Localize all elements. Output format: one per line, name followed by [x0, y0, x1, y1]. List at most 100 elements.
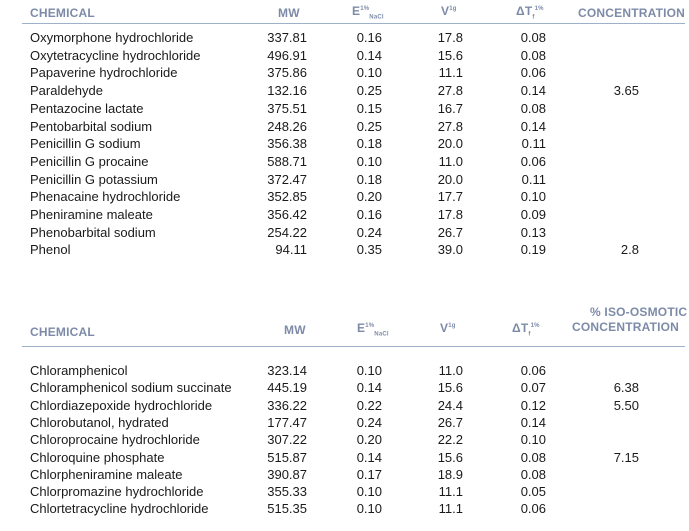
delta-t-value: 0.08 [520, 100, 546, 116]
mw-value: 515.87 [267, 449, 307, 465]
delta-t-value: 0.12 [520, 397, 546, 413]
chemical-name: Chlordiazepoxide hydrochloride [30, 397, 213, 413]
mw-value: 132.16 [267, 83, 307, 99]
e-nacl-value: 0.24 [356, 414, 382, 430]
delta-t-value: 0.11 [521, 171, 546, 187]
e-nacl-value: 0.14 [356, 449, 382, 465]
delta-t-value: 0.06 [520, 153, 546, 169]
e-nacl-value: 0.25 [356, 118, 382, 134]
chemical-name: Penicillin G potassium [30, 171, 158, 187]
chemical-name: Phenacaine hydrochloride [30, 189, 181, 205]
e-nacl-value: 0.16 [356, 207, 382, 222]
mw-value: 94.11 [275, 242, 307, 258]
header-v: V1g [440, 321, 456, 335]
v-value: 15.6 [437, 380, 463, 396]
v-value: 22.2 [437, 432, 463, 448]
mw-value: 375.86 [267, 65, 307, 81]
chemical-name: Penicillin G sodium [30, 136, 141, 152]
chemical-name: Papaverine hydrochloride [30, 65, 178, 81]
chemical-name: Penicillin G procaine [30, 153, 149, 169]
mw-value: 337.81 [267, 30, 307, 45]
v-value: 11.0 [438, 363, 463, 378]
table-row: Pentazocine lactate 375.51 0.15 16.7 0.08 [0, 100, 689, 117]
e-nacl-value: 0.10 [356, 363, 382, 378]
v-value: 27.8 [437, 118, 463, 134]
chemical-name: Chloroquine phosphate [30, 449, 165, 465]
delta-t-value: 0.13 [520, 224, 546, 240]
delta-t-value: 0.08 [520, 466, 546, 482]
table-row: Chlorpheniramine maleate 390.87 0.17 18.9 0.… [0, 466, 689, 483]
e-nacl-value: 0.24 [356, 224, 382, 240]
table-row: Penicillin G sodium 356.38 0.18 20.0 0.11 [0, 135, 689, 152]
chemical-name: Chloramphenicol sodium succinate [30, 380, 232, 396]
header-e-nacl: E1%NaCl [357, 321, 389, 338]
chemical-name: Chlorobutanol, hydrated [30, 414, 169, 430]
mw-value: 177.47 [267, 414, 307, 430]
table-row: Chloroquine phosphate 515.87 0.14 15.6 0.08 7… [0, 449, 689, 466]
delta-t-value: 0.06 [520, 65, 546, 81]
delta-t-value: 0.06 [520, 501, 546, 517]
mw-value: 356.42 [267, 207, 307, 222]
table-row: Papaverine hydrochloride 375.86 0.10 11.1 0.… [0, 64, 689, 81]
e-nacl-value: 0.16 [356, 30, 382, 45]
table1-header-rule [22, 23, 685, 24]
header-chemical: CHEMICAL [30, 6, 95, 20]
chemical-name: Phenol [30, 242, 71, 258]
mw-value: 248.26 [267, 118, 307, 134]
iso-osmotic-value: 3.65 [613, 83, 639, 99]
e-nacl-value: 0.18 [356, 171, 382, 187]
chemical-name: Paraldehyde [30, 83, 103, 99]
e-nacl-value: 0.18 [356, 136, 382, 152]
v-value: 39.0 [437, 242, 463, 258]
e-nacl-value: 0.22 [356, 397, 382, 413]
mw-value: 375.51 [267, 100, 307, 116]
header-mw: MW [278, 6, 300, 20]
delta-t-value: 0.09 [520, 207, 546, 222]
iso-osmotic-value: 2.8 [620, 242, 639, 258]
chemical-name: Chlortetracycline hydrochloride [30, 501, 209, 517]
iso-osmotic-value: 7.15 [613, 449, 639, 465]
chemical-name: Phenobarbital sodium [30, 224, 156, 240]
e-nacl-value: 0.35 [356, 242, 382, 258]
chemical-name: Pentobarbital sodium [30, 118, 153, 134]
iso-osmotic-value: 5.50 [613, 397, 639, 413]
v-value: 17.7 [437, 189, 463, 205]
header-e-nacl: E1%NaCl [352, 4, 384, 21]
delta-t-value: 0.10 [520, 432, 546, 448]
v-value: 11.1 [438, 65, 463, 81]
e-nacl-value: 0.10 [356, 484, 382, 500]
chemical-name: Pheniramine maleate [30, 207, 153, 222]
table-row: Phenobarbital sodium 254.22 0.24 26.7 0.13 [0, 224, 689, 241]
mw-value: 588.71 [267, 153, 307, 169]
delta-t-value: 0.14 [520, 83, 546, 99]
table-row: Chlorobutanol, hydrated 177.47 0.24 26.7 0.1… [0, 414, 689, 431]
table-row: Oxytetracycline hydrochloride 496.91 0.14 1… [0, 47, 689, 64]
table-row: Penicillin G procaine 588.71 0.10 11.0 0.06 [0, 153, 689, 170]
e-nacl-value: 0.17 [356, 466, 382, 482]
v-value: 15.6 [437, 449, 463, 465]
delta-t-value: 0.10 [520, 189, 546, 205]
e-nacl-value: 0.14 [356, 47, 382, 63]
iso-osmotic-value: 6.38 [613, 380, 639, 396]
mw-value: 323.14 [267, 363, 307, 378]
header-concentration: CONCENTRATION [578, 6, 686, 20]
mw-value: 390.87 [267, 466, 307, 482]
delta-t-value: 0.14 [520, 414, 546, 430]
mw-value: 496.91 [267, 47, 307, 63]
chemical-name: Chloramphenicol [30, 363, 128, 378]
v-value: 20.0 [437, 136, 463, 152]
mw-value: 445.19 [267, 380, 307, 396]
chemical-name: Chloroprocaine hydrochloride [30, 432, 200, 448]
chemical-name: Oxytetracycline hydrochloride [30, 47, 201, 63]
delta-t-value: 0.11 [521, 136, 546, 152]
delta-t-value: 0.08 [520, 449, 546, 465]
mw-value: 307.22 [267, 432, 307, 448]
mw-value: 372.47 [267, 171, 307, 187]
table-row: Chlorpromazine hydrochloride 355.33 0.10 11… [0, 483, 689, 500]
chemical-name: Chlorpheniramine maleate [30, 466, 183, 482]
delta-t-value: 0.07 [520, 380, 546, 396]
mw-value: 355.33 [267, 484, 307, 500]
e-nacl-value: 0.20 [356, 432, 382, 448]
chemical-name: Pentazocine lactate [30, 100, 144, 116]
v-value: 11.1 [438, 484, 463, 500]
